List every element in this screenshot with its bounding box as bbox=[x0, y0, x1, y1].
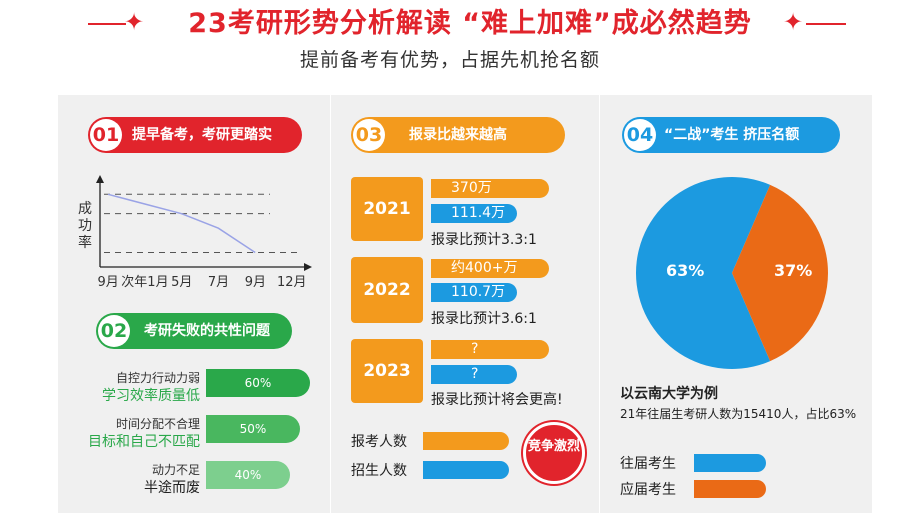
section4-header: 04 “二战”考生 挤压名额 bbox=[622, 117, 840, 153]
section4-title: “二战”考生 挤压名额 bbox=[664, 127, 800, 143]
admitted-bar: 111.4万 bbox=[431, 204, 517, 223]
admitted-bar: ? bbox=[431, 365, 517, 384]
page-title: 23考研形势分析解读 “难上加难”成必然趋势 bbox=[188, 8, 752, 39]
legend-fresh-label: 应届考生 bbox=[620, 482, 676, 498]
section2-title: 考研失败的共性问题 bbox=[144, 323, 270, 339]
ratio-text: 报录比预计3.3:1 bbox=[431, 232, 537, 248]
factor-label: 自控力行动力弱 bbox=[115, 371, 200, 385]
applicants-bar: 约400+万 bbox=[431, 259, 549, 278]
section1-header: 01 提早备考，考研更踏实 bbox=[88, 117, 302, 153]
admitted-bar: 110.7万 bbox=[431, 283, 517, 302]
title-decoration-line-right bbox=[806, 23, 846, 25]
factor-sublabel: 目标和自己不匹配 bbox=[88, 434, 200, 450]
panel-right: 04 “二战”考生 挤压名额 63% 37% 以云南大学为例 21年往届生考研人… bbox=[600, 95, 872, 513]
factor-item: 动力不足 半途而废 bbox=[58, 461, 200, 496]
x-axis-arrow bbox=[304, 263, 312, 271]
factor-sublabel: 半途而废 bbox=[144, 480, 200, 496]
legend-admitted-label: 招生人数 bbox=[351, 463, 407, 479]
panel-middle: 03 报录比越来越高 2021 370万 111.4万 报录比预计3.3:1 2… bbox=[331, 95, 599, 513]
pie-label-prev: 63% bbox=[666, 261, 705, 280]
success-rate-line bbox=[107, 193, 256, 254]
section2-number: 02 bbox=[98, 315, 130, 347]
legend-admitted-swatch bbox=[423, 461, 509, 479]
pie-chart-svg bbox=[635, 177, 828, 369]
ratio-text: 报录比预计将会更高! bbox=[431, 392, 563, 408]
chart-x-tick: 12月 bbox=[277, 275, 307, 290]
pie-slice-fresh bbox=[732, 184, 828, 362]
applicants-bar: ? bbox=[431, 340, 549, 359]
factor-item: 自控力行动力弱 学习效率质量低 bbox=[58, 369, 200, 404]
factor-bar: 50% bbox=[206, 415, 300, 443]
chart-x-tick: 次年1月 bbox=[121, 275, 169, 290]
page-subtitle: 提前备考有优势，占据先机抢名额 bbox=[299, 49, 600, 71]
legend-prev-label: 往届考生 bbox=[620, 456, 676, 472]
section1-title: 提早备考，考研更踏实 bbox=[132, 127, 272, 143]
factor-bar: 40% bbox=[206, 461, 290, 489]
legend-prev-swatch bbox=[694, 454, 766, 472]
chart-x-tick: 7月 bbox=[207, 275, 230, 290]
section3-title: 报录比越来越高 bbox=[409, 127, 507, 143]
line-chart-svg bbox=[96, 175, 312, 271]
section4-number: 04 bbox=[624, 119, 656, 151]
panel-left: 01 提早备考，考研更踏实 成功率 9月 次年1月 5月 7月 9月 12月 02 考研失… bbox=[58, 95, 330, 513]
chart-x-tick: 9月 bbox=[97, 275, 119, 290]
title-decoration-line-left bbox=[88, 23, 126, 25]
applicants-bar: 370万 bbox=[431, 179, 549, 198]
factor-bar: 60% bbox=[206, 369, 310, 397]
factor-label: 时间分配不合理 bbox=[115, 417, 200, 431]
year-badge: 2022 bbox=[351, 257, 423, 323]
year-badge: 2021 bbox=[351, 177, 423, 241]
chart-y-label: 成功率 bbox=[78, 201, 92, 251]
pie-chart: 63% 37% bbox=[634, 175, 830, 371]
section2-header: 02 考研失败的共性问题 bbox=[96, 313, 292, 349]
header: ✦ 23考研形势分析解读 “难上加难”成必然趋势 ✦ bbox=[0, 6, 900, 42]
y-axis-arrow bbox=[96, 175, 104, 183]
legend-fresh-swatch bbox=[694, 480, 766, 498]
section3-number: 03 bbox=[353, 119, 385, 151]
competition-stamp: 竞争激烈 bbox=[523, 422, 585, 484]
chart-x-tick: 9月 bbox=[244, 275, 266, 290]
sparkle-icon: ✦ bbox=[124, 8, 145, 36]
section1-number: 01 bbox=[90, 119, 122, 151]
legend-applicants-label: 报考人数 bbox=[351, 434, 407, 450]
success-rate-chart: 成功率 9月 次年1月 5月 7月 9月 12月 bbox=[74, 175, 314, 295]
pie-slice-prev bbox=[635, 177, 771, 369]
example-title: 以云南大学为例 bbox=[620, 386, 718, 402]
sparkle-icon: ✦ bbox=[783, 8, 804, 36]
example-text: 21年往届生考研人数为15410人，占比63% bbox=[620, 407, 857, 421]
factor-sublabel: 学习效率质量低 bbox=[102, 388, 200, 404]
pie-label-fresh: 37% bbox=[774, 261, 813, 280]
factor-item: 时间分配不合理 目标和自己不匹配 bbox=[58, 415, 200, 450]
legend-applicants-swatch bbox=[423, 432, 509, 450]
factor-label: 动力不足 bbox=[151, 463, 200, 477]
chart-x-tick: 5月 bbox=[171, 275, 193, 290]
ratio-text: 报录比预计3.6:1 bbox=[431, 311, 537, 327]
section3-header: 03 报录比越来越高 bbox=[351, 117, 565, 153]
year-badge: 2023 bbox=[351, 339, 423, 403]
